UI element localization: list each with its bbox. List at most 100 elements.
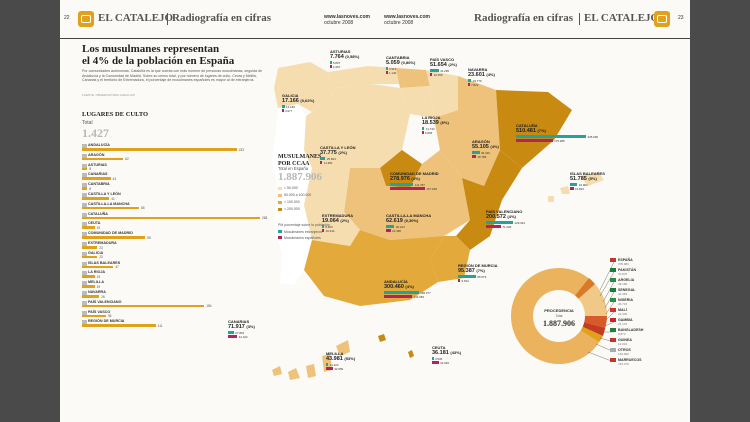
flag-icon	[610, 298, 616, 302]
value-espanoles: 175.385	[554, 138, 565, 143]
region-name: MELILLA	[326, 351, 344, 356]
value-espanoles: 16.823	[575, 186, 584, 191]
lugares-row: CANARIAS 43	[82, 172, 272, 183]
region-percent: (7%)	[537, 127, 546, 133]
country-item: MALÍ 22.330	[610, 308, 627, 316]
lugares-bar	[82, 304, 205, 308]
region-percent: (3%)	[246, 323, 255, 329]
headline: Los musulmanes representan el 4% de la p…	[82, 43, 234, 67]
portugal-shape	[272, 104, 312, 285]
section-title-right: Radiografía en cifras	[474, 12, 573, 24]
legend-swatch-extranjeros	[278, 230, 282, 233]
url-text: www.lasnoves.com	[324, 14, 370, 20]
value-extranjeros: 335.096	[587, 134, 598, 139]
region-total-value: 43.981	[326, 355, 345, 362]
value-extranjeros: 4.535	[435, 356, 443, 361]
lugares-region-name: PAÍS VALENCIANO	[88, 299, 122, 304]
region-name: GALICIA	[282, 93, 299, 98]
lugares-value: 8	[89, 167, 92, 172]
country-value: 42.381	[618, 292, 628, 297]
bar-extranjeros	[468, 79, 472, 82]
region-canarias	[288, 368, 300, 380]
lugares-value: 26	[101, 294, 105, 299]
country-name: NIGERIA	[618, 298, 633, 302]
date-text: octubre 2008	[324, 20, 354, 26]
lugares-region-name: CASTILLA-LA MANCHA	[88, 201, 130, 206]
region-castilla-leon	[304, 84, 410, 170]
value-extranjeros: 129.344	[514, 220, 525, 225]
region-total: 62.619 (0,30%)	[386, 218, 431, 224]
lugares-region-name: LA RIOJA	[88, 270, 106, 275]
ccaa-subtitle: Total en España	[278, 166, 309, 171]
lugares-value: 19	[96, 225, 101, 230]
lugares-region-name: REGIÓN DE MURCIA	[88, 319, 125, 324]
bar-espanoles	[570, 187, 574, 190]
bar-extranjeros	[430, 69, 439, 72]
region-name: CATALUÑA	[516, 123, 538, 128]
bar-extranjeros	[458, 275, 476, 278]
bar-extranjeros	[486, 221, 514, 224]
value-extranjeros: 41.295	[440, 68, 449, 73]
procedencia-label: PROCEDENCIA	[544, 308, 574, 313]
country-name: ESPAÑA	[618, 258, 633, 262]
value-espanoles: 11.951	[323, 160, 333, 165]
region-total: 5.059 (0,86%)	[386, 60, 415, 66]
lugares-region-name: ANDALUCÍA	[88, 143, 110, 147]
bar-espanoles	[432, 361, 439, 364]
region-percent: (2%)	[340, 217, 349, 223]
region-total: 36.181 (43%)	[432, 349, 461, 356]
region-canarias	[306, 364, 316, 378]
lugares-value: 36	[107, 314, 112, 319]
region-label: COMUNIDAD DE MADRID 278.976 (4%)	[390, 171, 439, 181]
value-extranjeros: 27.815	[235, 330, 245, 335]
lugares-value: 233	[238, 147, 245, 152]
lugares-region-name: COMUNIDAD DE MADRID	[88, 231, 133, 236]
region-total: 43.981 (53%)	[326, 355, 355, 362]
region-total-value: 51.654	[430, 61, 449, 68]
region-baleares	[560, 186, 570, 194]
region-total-value: 36.181	[432, 349, 451, 356]
region-total: 17.166 (0,62%)	[282, 98, 314, 104]
lugares-total: 1.427	[82, 126, 109, 140]
lugares-bar	[82, 177, 111, 180]
bar-extranjeros	[516, 135, 586, 138]
region-label: ASTURIAS 7.764 (0,58%)	[330, 49, 359, 59]
region-total: 51.785 (5%)	[570, 175, 605, 182]
flag-icon	[610, 338, 616, 342]
country-value: 36.715	[618, 302, 628, 307]
bar-extranjeros	[570, 183, 578, 186]
region-total-value: 71.917	[228, 323, 247, 330]
value-espanoles: 9.814	[461, 278, 469, 283]
region-total-value: 37.775	[320, 149, 339, 156]
bar-extranjeros	[282, 105, 285, 108]
region-madrid	[380, 150, 422, 188]
reader-background-left	[0, 0, 60, 422]
region-baleares	[580, 172, 604, 186]
country-value: 9.872	[618, 332, 626, 337]
region-extremadura	[304, 168, 360, 246]
flag-icon	[610, 358, 616, 362]
bar-espanoles	[330, 65, 332, 68]
lugares-bar	[82, 236, 146, 239]
flag-icon	[82, 320, 87, 325]
region-label: CEUTA 36.181 (43%)	[432, 345, 461, 356]
region-percent: (5%)	[588, 175, 597, 181]
value-espanoles: 71.228	[502, 224, 512, 229]
lugares-bar	[82, 245, 98, 249]
flag-icon	[610, 258, 616, 262]
country-item: BANGLADESH 9.872	[610, 328, 643, 336]
lugares-row: PAÍS VALENCIANO 184	[82, 299, 272, 311]
lugares-region-name: CASTILLA Y LEÓN	[88, 191, 121, 196]
region-total: 510.481 (7%)	[516, 127, 546, 134]
region-total-value: 510.481	[516, 127, 538, 134]
ccaa-title: MUSULMANES POR CCAA	[278, 154, 321, 167]
bar-espanoles	[326, 367, 333, 370]
country-item: MARRUECOS 746.379	[610, 358, 642, 366]
flag-icon	[610, 308, 616, 312]
lugares-row: CASTILLA Y LEÓN 41	[82, 191, 272, 203]
lugares-value: 47	[115, 265, 119, 270]
region-label: ANDALUCÍA 300.460 (4%)	[384, 279, 414, 289]
lugares-region-name: MELILLA	[88, 280, 104, 285]
country-item: SENEGAL 42.381	[610, 288, 635, 296]
region-total-value: 19.064	[322, 217, 341, 224]
